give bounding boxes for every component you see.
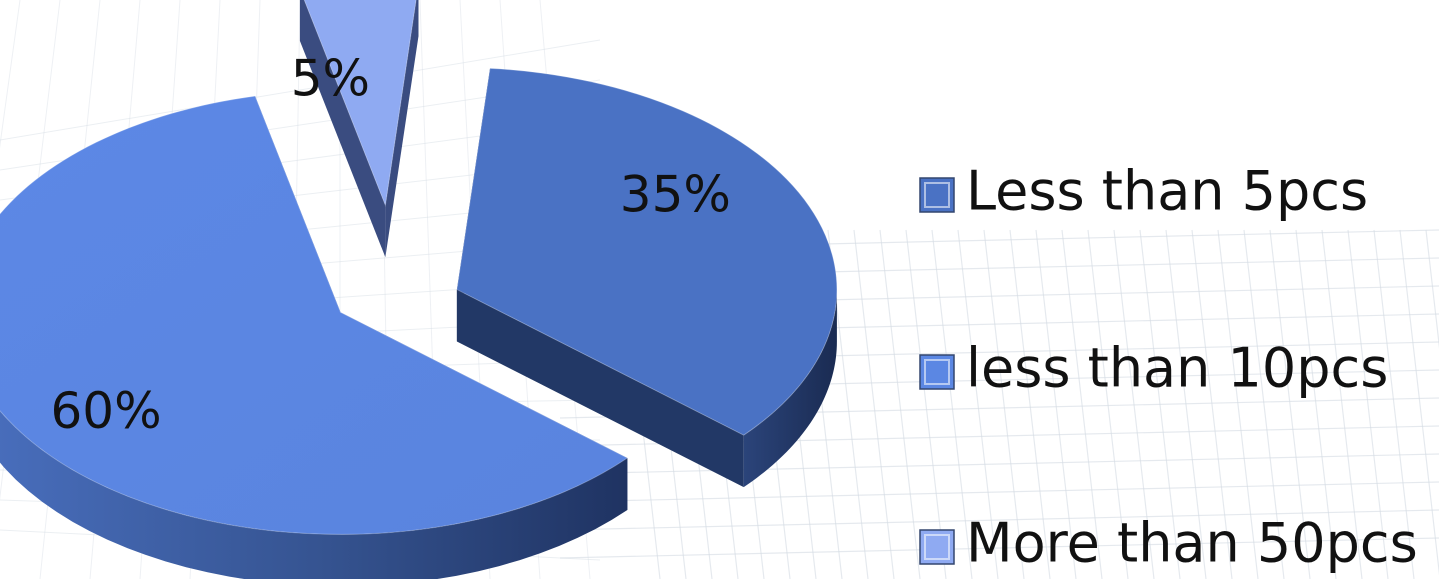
- grid-line: [1087, 229, 1129, 579]
- pie-slice-0: [456, 67, 838, 488]
- grid-line: [1295, 229, 1337, 579]
- grid-line: [853, 229, 895, 579]
- legend-swatch-highlight: [924, 182, 950, 208]
- grid-line: [1061, 229, 1103, 579]
- slice-cut-face: [299, 0, 386, 258]
- grid-line: [1373, 229, 1415, 579]
- grid-line: [1165, 229, 1207, 579]
- data-labels: 35% 60% 5%: [50, 50, 730, 441]
- grid-line: [983, 229, 1025, 579]
- grid-line: [1425, 229, 1439, 349]
- pie-slice-1: [0, 95, 629, 579]
- grid-line: [559, 481, 1439, 503]
- grid-line: [559, 537, 1439, 559]
- grid-line: [957, 229, 999, 579]
- slice-cut-face: [456, 289, 744, 488]
- slice-top: [303, 0, 417, 208]
- legend: Less than 5pcs less than 10pcs More than 5…: [919, 160, 1418, 575]
- legend-label: Less than 5pcs: [966, 160, 1368, 223]
- slice-top: [0, 95, 629, 535]
- grid-line: [1035, 229, 1077, 579]
- pie-slice-2: [299, 0, 419, 258]
- grid-line: [1269, 229, 1311, 579]
- data-label: 60%: [50, 382, 161, 440]
- grid-line: [1243, 229, 1285, 579]
- grid-line: [1399, 229, 1439, 576]
- legend-item: less than 10pcs: [919, 337, 1388, 400]
- data-label: 35%: [620, 165, 731, 223]
- grid-line: [905, 229, 947, 579]
- legend-label: More than 50pcs: [966, 512, 1418, 575]
- legend-swatch-highlight: [924, 534, 950, 560]
- slice-top: [456, 67, 838, 436]
- grid-line: [1009, 229, 1051, 579]
- legend-item: Less than 5pcs: [919, 160, 1368, 223]
- data-label: 5%: [291, 50, 370, 108]
- legend-swatch-highlight: [924, 359, 950, 385]
- grid-line: [879, 229, 921, 579]
- grid-line: [1217, 229, 1259, 579]
- legend-item: More than 50pcs: [919, 512, 1418, 575]
- slice-side: [743, 289, 837, 488]
- grid-line: [0, 39, 601, 141]
- grid-line: [0, 0, 21, 149]
- grid-line: [1191, 229, 1233, 579]
- slice-cut-face: [385, 0, 419, 258]
- legend-label: less than 10pcs: [966, 337, 1388, 400]
- grid-line: [559, 453, 1439, 475]
- slice-side: [0, 410, 628, 579]
- pie-slices: [0, 0, 838, 579]
- grid-line: [559, 509, 1439, 531]
